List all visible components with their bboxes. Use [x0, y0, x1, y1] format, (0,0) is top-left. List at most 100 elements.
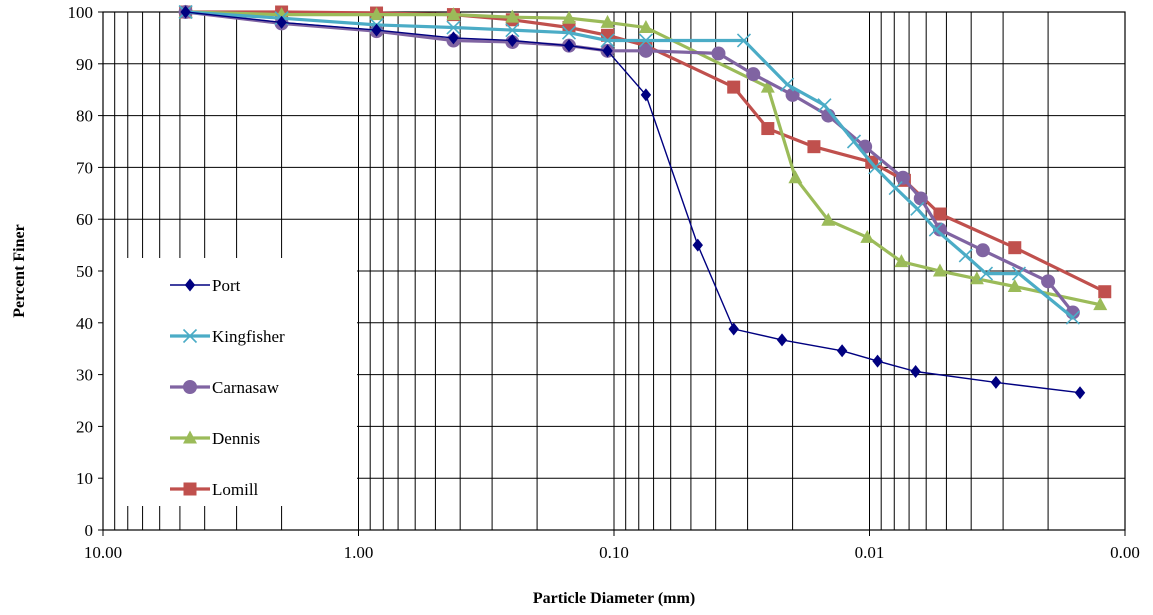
- legend-item-lomill: Lomill: [170, 480, 259, 499]
- data-point: [1098, 285, 1112, 299]
- y-tick-label: 30: [76, 366, 93, 385]
- legend: Port Kingfisher Carnasaw Dennis Lomill: [125, 258, 357, 506]
- y-tick-label: 20: [76, 417, 93, 436]
- data-point: [872, 354, 883, 368]
- y-tick-label: 90: [76, 55, 93, 74]
- data-point: [785, 87, 800, 102]
- data-point: [507, 33, 518, 47]
- data-point: [894, 254, 909, 268]
- data-point: [836, 344, 848, 358]
- data-point: [638, 20, 653, 34]
- legend-label: Lomill: [212, 480, 259, 499]
- data-point: [868, 160, 883, 175]
- data-point: [1065, 310, 1080, 325]
- data-point: [505, 23, 520, 38]
- data-point: [602, 44, 613, 58]
- data-point: [932, 222, 947, 237]
- data-point: [932, 263, 947, 277]
- data-point: [1011, 266, 1027, 281]
- data-point: [371, 23, 382, 37]
- data-point: [448, 31, 459, 45]
- data-point: [562, 21, 576, 35]
- data-point: [933, 207, 947, 221]
- series-layer: [178, 4, 1112, 400]
- data-point: [728, 322, 739, 336]
- y-axis-ticks: 0 10 20 30 40 50 60 70 80 90 100: [68, 3, 103, 540]
- x-tick-label: 0.01: [855, 543, 885, 562]
- data-point: [638, 43, 653, 58]
- y-tick-label: 50: [76, 262, 93, 281]
- data-point: [788, 170, 803, 184]
- data-point: [727, 80, 741, 94]
- data-point: [638, 33, 653, 48]
- data-point: [711, 46, 726, 61]
- legend-marker: [184, 278, 196, 292]
- data-point: [975, 243, 990, 258]
- data-point: [928, 222, 943, 237]
- legend-marker: [183, 482, 197, 496]
- data-point: [817, 98, 832, 113]
- y-tick-label: 0: [85, 521, 94, 540]
- data-point: [640, 88, 652, 102]
- data-point: [446, 7, 461, 21]
- legend-item-dennis: Dennis: [170, 429, 260, 448]
- data-point: [780, 77, 795, 92]
- data-point: [276, 15, 287, 29]
- series-kingfisher: [178, 4, 1080, 325]
- data-point: [562, 10, 577, 24]
- y-tick-label: 40: [76, 314, 93, 333]
- legend-label: Kingfisher: [212, 327, 285, 346]
- x-tick-label: 10.00: [84, 543, 122, 562]
- data-point: [180, 5, 191, 19]
- data-point: [761, 122, 775, 136]
- data-point: [446, 20, 461, 35]
- legend-box: [125, 258, 357, 506]
- legend-marker: [183, 430, 197, 444]
- x-tick-label: 1.00: [344, 543, 374, 562]
- data-point: [760, 79, 775, 93]
- data-point: [600, 33, 615, 48]
- y-tick-label: 100: [68, 3, 94, 22]
- data-point: [1093, 297, 1108, 311]
- legend-label: Dennis: [212, 429, 260, 448]
- legend-item-kingfisher: Kingfisher: [170, 327, 285, 346]
- data-point: [1008, 241, 1022, 255]
- legend-marker: [182, 328, 198, 344]
- data-point: [860, 229, 875, 243]
- data-point: [1074, 386, 1086, 400]
- data-point: [807, 140, 821, 154]
- x-tick-label: 0.10: [599, 543, 629, 562]
- data-point: [746, 67, 761, 82]
- data-point: [913, 191, 928, 206]
- y-tick-label: 80: [76, 107, 93, 126]
- data-point: [821, 212, 836, 226]
- data-point: [1007, 279, 1022, 293]
- legend-label: Carnasaw: [212, 378, 280, 397]
- data-point: [692, 238, 703, 252]
- gridlines: [103, 12, 1126, 530]
- y-axis-title: Percent Finer: [11, 224, 28, 317]
- data-point: [736, 33, 752, 48]
- x-axis-title: Particle Diameter (mm): [533, 590, 695, 607]
- series-line: [185, 11, 1081, 394]
- y-tick-label: 10: [76, 469, 93, 488]
- y-tick-label: 60: [76, 210, 93, 229]
- data-point: [600, 14, 615, 28]
- x-axis-ticks: 10.00 1.00 0.10 0.01 0.00: [84, 530, 1140, 562]
- series-port: [180, 5, 1086, 400]
- legend-label: Port: [212, 276, 241, 295]
- legend-item-carnasaw: Carnasaw: [170, 378, 280, 397]
- data-point: [958, 248, 973, 263]
- data-point: [563, 39, 575, 53]
- data-point: [910, 201, 925, 216]
- data-point: [505, 9, 520, 23]
- data-point: [969, 271, 984, 285]
- x-tick-label: 0.00: [1110, 543, 1140, 562]
- data-point: [910, 364, 921, 378]
- data-point: [978, 266, 994, 281]
- data-point: [895, 170, 910, 185]
- data-point: [846, 134, 862, 149]
- legend-marker: [183, 380, 197, 394]
- data-point: [990, 375, 1002, 389]
